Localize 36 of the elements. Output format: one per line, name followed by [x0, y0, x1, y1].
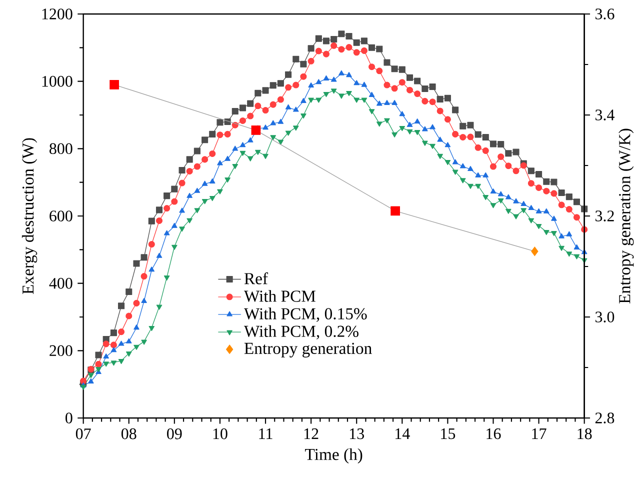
y-tick-label: 400 — [49, 278, 72, 289]
point — [110, 80, 119, 90]
x-tick-label: 16 — [486, 428, 501, 440]
y2-tick-label: 3.6 — [596, 8, 614, 20]
legend-label: With PCM, 0.15% — [244, 308, 367, 322]
y2-tick-label: 3.2 — [596, 210, 614, 222]
x-tick-label: 12 — [304, 428, 318, 439]
x-tick-label: 11 — [259, 428, 272, 439]
point — [251, 125, 261, 135]
y2-tick-label: 3.0 — [596, 312, 614, 322]
legend-label: Ref — [244, 272, 268, 284]
y-tick-label: 800 — [50, 143, 72, 154]
point — [390, 206, 400, 216]
x-tick-label: 18 — [578, 428, 592, 440]
y2-tick-label: 2.8 — [595, 412, 614, 424]
x-tick-label: 09 — [167, 428, 182, 440]
y-tick-label: 1000 — [42, 76, 72, 87]
x-tick-label: 10 — [213, 428, 228, 440]
y-tick-label: 200 — [50, 345, 72, 356]
x-tick-label: 14 — [396, 428, 410, 439]
x-tick-label: 13 — [350, 428, 364, 440]
x-axis-title: Time (h) — [305, 448, 362, 464]
legend-label: Entropy generation — [244, 342, 372, 358]
y-axis-title: Exergy destruction (W) — [22, 138, 38, 294]
y-tick-label: 600 — [50, 210, 72, 222]
legend-label: With PCM, 0.2% — [244, 325, 358, 340]
y-tick-label: 1200 — [42, 8, 72, 20]
x-tick-label: 15 — [441, 428, 456, 440]
y2-tick-label: 3.4 — [596, 110, 614, 120]
y2-axis-title: Entropy generation (W/K) — [618, 128, 634, 304]
point — [531, 246, 538, 256]
legend-label: With PCM — [244, 290, 316, 302]
x-tick-label: 17 — [532, 428, 546, 439]
x-tick-label: 07 — [76, 428, 91, 440]
y-tick-label: 0 — [66, 412, 72, 424]
x-tick-label: 08 — [121, 428, 136, 440]
